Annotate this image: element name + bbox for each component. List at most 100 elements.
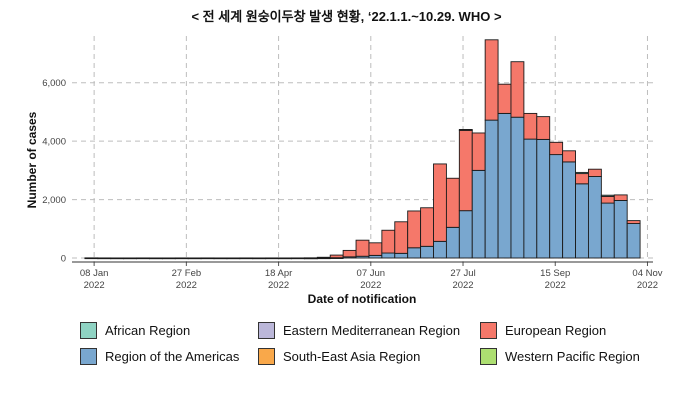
bar-segment (562, 150, 576, 163)
bar-segment (600, 194, 615, 197)
bar-segment (458, 129, 473, 212)
x-tick-label-year: 2022 (268, 280, 289, 291)
legend-item: South-East Asia Region (258, 348, 420, 365)
bar-segment (226, 257, 241, 260)
bar-segment (445, 226, 460, 259)
bar-segment (278, 257, 292, 260)
bar-segment (355, 239, 370, 257)
x-tick-label-date: 27 Feb (172, 268, 202, 279)
legend-label: Region of the Americas (105, 349, 240, 364)
legend-item: Eastern Mediterranean Region (258, 322, 460, 339)
legend-swatch (480, 322, 497, 339)
bar-segment (329, 254, 344, 259)
legend-label: Eastern Mediterranean Region (283, 323, 461, 338)
bar-segment (187, 257, 202, 260)
bar-segment (407, 247, 422, 259)
y-tick-label: 0 (61, 254, 66, 265)
x-tick-label-date: 04 Nov (632, 268, 662, 279)
y-tick-label: 6,000 (42, 78, 66, 89)
bar-segment (394, 252, 409, 259)
bar-segment (84, 257, 99, 260)
bar-segment (433, 240, 447, 259)
x-tick-label-year: 2022 (84, 280, 105, 291)
bar-segment (161, 257, 176, 260)
bar-segment (523, 138, 538, 259)
bar-segment (626, 223, 641, 259)
bar-segment (213, 257, 228, 260)
bar-segment (536, 116, 551, 140)
bar-segment (613, 194, 628, 201)
bar-segment (549, 154, 564, 259)
bar-segment (587, 168, 602, 177)
bar-segment (497, 83, 512, 114)
x-tick-label-date: 18 Apr (265, 268, 292, 279)
x-tick-label-date: 27 Jul (450, 268, 475, 279)
bar-segment (575, 183, 589, 259)
bar-segment (471, 169, 486, 259)
bar-segment (497, 112, 512, 259)
bar-segment (600, 202, 615, 259)
bar-segment (433, 163, 447, 242)
bar-segment (303, 257, 318, 260)
bar-segment (368, 242, 383, 256)
x-tick-label-year: 2022 (176, 280, 197, 291)
bar-segment (149, 257, 163, 260)
bar-segment (342, 249, 357, 258)
legend-item: European Region (480, 322, 606, 339)
bar-segment (600, 195, 615, 204)
bar-segment (174, 257, 189, 260)
bars (84, 39, 641, 260)
bar-segment (265, 257, 280, 260)
x-tick-label-year: 2022 (452, 280, 473, 291)
bar-segment (97, 257, 112, 260)
bar-segment (484, 39, 499, 121)
bar-segment (407, 210, 422, 249)
bar-segment (136, 257, 150, 260)
x-tick-label-date: 15 Sep (540, 268, 570, 279)
bar-segment (613, 200, 628, 259)
bar-segment (239, 257, 254, 260)
legend-swatch (80, 322, 97, 339)
bar-segment (381, 252, 396, 259)
legend-item: African Region (80, 322, 190, 339)
y-tick-label: 4,000 (42, 137, 66, 148)
x-tick-label-date: 07 Jun (357, 268, 386, 279)
bar-segment (536, 138, 551, 259)
bar-segment (471, 132, 486, 171)
bar-segment (200, 257, 215, 260)
bar-segment (587, 176, 602, 259)
bar-segment (381, 229, 396, 254)
bar-segment (458, 129, 473, 131)
bar-segment (626, 220, 641, 224)
bar-segment (523, 112, 538, 140)
legend-item: Region of the Americas (80, 348, 239, 365)
bar-segment (510, 61, 525, 118)
bar-segment (123, 257, 138, 260)
y-tick-label: 2,000 (42, 195, 66, 206)
y-axis-label: Number of cases (25, 111, 39, 208)
bar-segment (316, 256, 331, 259)
bar-segment (575, 173, 589, 185)
bar-segment (510, 116, 525, 259)
x-tick-label-year: 2022 (360, 280, 381, 291)
legend-swatch (258, 348, 275, 365)
bar-segment (484, 119, 499, 259)
chart-title: < 전 세계 원숭이두창 발생 현황, ‘22.1.1.~10.29. WHO … (191, 9, 502, 24)
legend-label: African Region (105, 323, 191, 338)
bar-segment (420, 207, 434, 247)
x-axis-label: Date of notification (308, 292, 417, 306)
x-tick-label-date: 08 Jan (80, 268, 109, 279)
x-tick-label-year: 2022 (545, 280, 566, 291)
bar-segment (445, 177, 460, 228)
bar-segment (562, 161, 576, 259)
bar-segment (394, 221, 409, 254)
bar-segment (252, 257, 267, 260)
legend-item: Western Pacific Region (480, 348, 640, 365)
bar-segment (291, 257, 305, 260)
bar-segment (458, 210, 473, 259)
legend-swatch (80, 348, 97, 365)
bar-segment (549, 141, 564, 156)
legend-label: South-East Asia Region (283, 349, 421, 364)
